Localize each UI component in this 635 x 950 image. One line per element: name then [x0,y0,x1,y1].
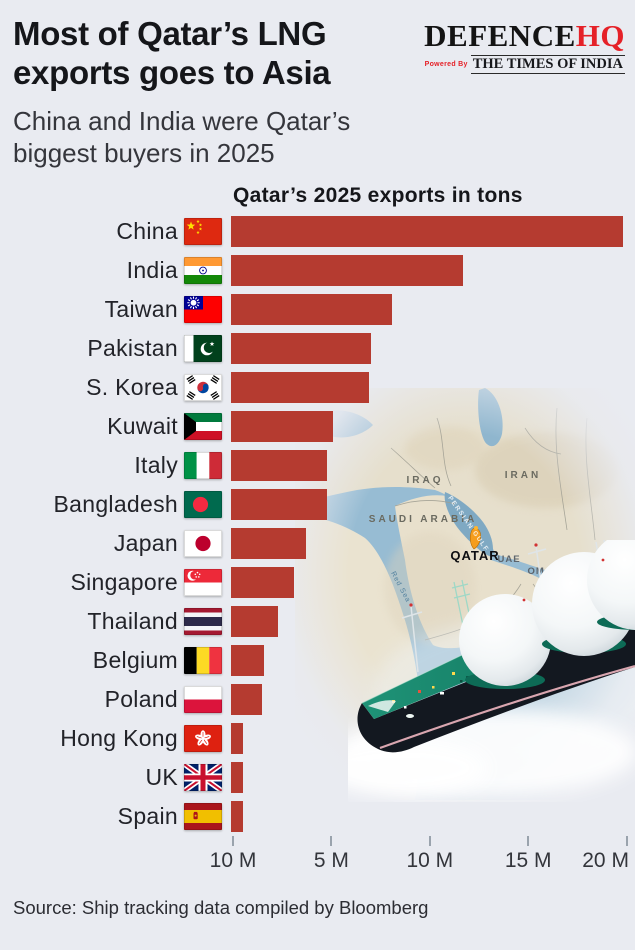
country-label-kuwait: Kuwait [107,413,178,439]
axis-tick [428,836,431,846]
country-label-poland: Poland [104,686,178,712]
flag-thailand-icon [184,608,222,635]
flag-taiwan-icon [184,296,222,323]
axis-tick-label: 10 M [406,849,454,872]
country-label-india: India [126,257,178,283]
bar-china [231,216,623,247]
axis-tick-label: 15 M [504,849,552,872]
country-label-taiwan: Taiwan [104,296,178,322]
bow-deck-tip [368,700,396,712]
page-title-line2: exports goes to Asia [13,54,331,91]
axis-tick [527,836,530,846]
country-label-hong-kong: Hong Kong [60,725,178,751]
country-label-spain: Spain [117,803,178,829]
lng-tanker-illustration [318,530,635,802]
axis-tick-label: 20 M [582,849,629,872]
bar-singapore [231,567,294,598]
flag-kuwait-icon [184,413,222,440]
axis-tick [232,836,234,846]
bar-hong-kong [231,723,243,754]
axis-tick-label: 10 M [209,849,257,872]
flag-italy-icon [184,452,222,479]
flag-india-icon [184,257,222,284]
country-label-japan: Japan [113,530,178,556]
flag-china-icon [184,218,222,245]
country-label-italy: Italy [134,452,178,478]
country-label-bangladesh: Bangladesh [53,491,178,517]
bar-kuwait [231,411,333,442]
axis-tick-label: 5 M [313,849,349,872]
bar-belgium [231,645,264,676]
brand-defence-text: DEFENCE [424,18,576,53]
flag-spain-icon [184,803,222,830]
source-note: Source: Ship tracking data compiled by B… [13,897,429,918]
brand-wordmark: DEFENCEHQ [424,20,625,52]
bar-uk [231,762,243,793]
lng-dome-tanks [459,530,635,689]
bar-south-korea [231,372,369,403]
country-label-pakistan: Pakistan [87,335,178,361]
flag-singapore-icon [184,569,222,596]
ship-waterline [379,664,635,750]
country-label-uk: UK [145,764,178,790]
flag-south-korea-icon [184,374,222,401]
bar-pakistan [231,333,371,364]
flag-belgium-icon [184,647,222,674]
bar-italy [231,450,327,481]
page-title-line1: Most of Qatar’s LNG [13,15,327,52]
bar-poland [231,684,262,715]
bar-bangladesh [231,489,327,520]
page-title: Most of Qatar’s LNG exports goes to Asia [13,14,331,92]
country-label-singapore: Singapore [70,569,178,595]
chart-title: Qatar’s 2025 exports in tons [233,184,523,207]
bow-wake [318,740,488,796]
times-of-india-masthead: THE TIMES OF INDIA [470,55,625,74]
flag-pakistan-icon [184,335,222,362]
bar-thailand [231,606,278,637]
bar-india [231,255,463,286]
flag-hong-kong-icon [184,725,222,752]
bar-taiwan [231,294,392,325]
powered-by-label: Powered By [424,61,468,68]
bar-japan [231,528,306,559]
flag-bangladesh-icon [184,491,222,518]
brand-logo: DEFENCEHQ Powered By THE TIMES OF INDIA [424,20,625,74]
axis-tick [330,836,333,846]
subtitle-line2: biggest buyers in 2025 [13,138,275,168]
brand-hq-text: HQ [575,18,625,53]
axis-tick [625,836,628,846]
subtitle: China and India were Qatar’s biggest buy… [13,105,350,169]
flag-japan-icon [184,530,222,557]
country-label-south-korea: S. Korea [86,374,178,400]
flag-poland-icon [184,686,222,713]
bar-spain [231,801,243,832]
country-label-china: China [116,218,178,244]
flag-uk-icon [184,764,222,791]
country-label-thailand: Thailand [87,608,178,634]
country-label-belgium: Belgium [92,647,178,673]
subtitle-line1: China and India were Qatar’s [13,106,351,136]
